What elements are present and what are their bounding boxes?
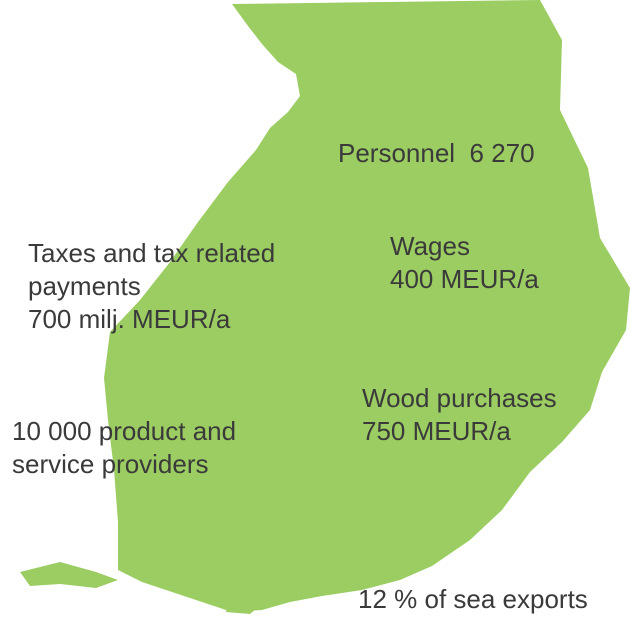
island	[322, 584, 336, 594]
label-text: 400 MEUR/a	[390, 264, 539, 294]
island	[20, 562, 118, 588]
island	[226, 598, 262, 614]
label-text: 700 milj. MEUR/a	[28, 304, 231, 334]
label-text: Taxes and tax related	[28, 238, 275, 268]
label-text: payments	[28, 271, 141, 301]
finland-region	[104, 0, 630, 612]
label-text: service providers	[12, 449, 209, 479]
label-text: Personnel 6 270	[338, 138, 535, 168]
label-text: Wages	[390, 231, 470, 261]
label-text: 12 % of sea exports	[358, 584, 588, 614]
label-text: 750 MEUR/a	[362, 416, 511, 446]
label-text: Wood purchases	[362, 383, 557, 413]
label-text: 10 000 product and	[12, 416, 236, 446]
